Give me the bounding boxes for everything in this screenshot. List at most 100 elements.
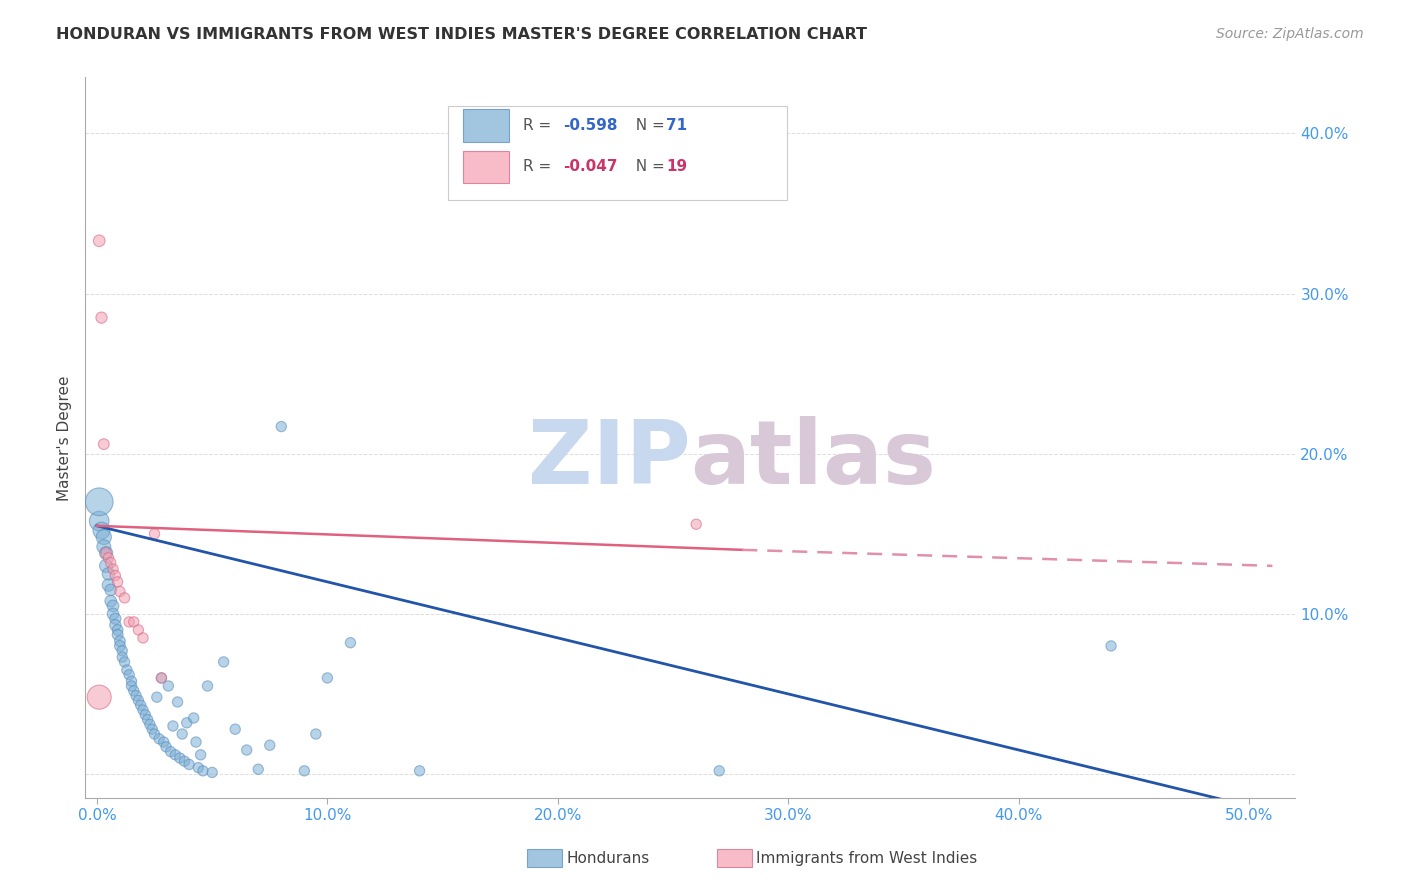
Point xyxy=(121,679,143,693)
Point xyxy=(709,764,731,778)
Text: N =: N = xyxy=(626,160,669,174)
Point xyxy=(157,679,180,693)
Point xyxy=(132,703,155,717)
Point xyxy=(150,671,173,685)
Point xyxy=(104,568,127,582)
Text: HONDURAN VS IMMIGRANTS FROM WEST INDIES MASTER'S DEGREE CORRELATION CHART: HONDURAN VS IMMIGRANTS FROM WEST INDIES … xyxy=(56,27,868,42)
Point xyxy=(114,591,136,605)
Point xyxy=(169,751,191,765)
Point xyxy=(90,310,112,325)
Text: -0.047: -0.047 xyxy=(564,160,617,174)
Point xyxy=(159,745,181,759)
Point xyxy=(224,722,246,736)
Point xyxy=(201,765,224,780)
Point xyxy=(162,719,184,733)
Point xyxy=(187,761,209,775)
Point xyxy=(108,584,131,599)
Text: Source: ZipAtlas.com: Source: ZipAtlas.com xyxy=(1216,27,1364,41)
Point xyxy=(176,715,198,730)
Point xyxy=(89,234,111,248)
Text: R =: R = xyxy=(523,118,557,133)
Point xyxy=(94,558,117,573)
Point xyxy=(127,693,149,707)
Point xyxy=(134,707,156,722)
Text: R =: R = xyxy=(523,160,557,174)
Point xyxy=(104,618,127,632)
Point xyxy=(685,517,707,532)
Point xyxy=(89,495,111,509)
Point xyxy=(270,419,292,434)
Point xyxy=(111,650,134,665)
Point xyxy=(165,747,187,762)
Point xyxy=(101,562,124,576)
Point xyxy=(292,764,315,778)
Point xyxy=(143,727,166,741)
Point xyxy=(93,530,115,544)
Point xyxy=(191,764,214,778)
Text: Hondurans: Hondurans xyxy=(567,851,650,865)
Point xyxy=(132,631,155,645)
Text: Immigrants from West Indies: Immigrants from West Indies xyxy=(756,851,977,865)
Point xyxy=(408,764,430,778)
Point xyxy=(155,739,177,754)
Text: ZIP: ZIP xyxy=(527,416,690,503)
Point xyxy=(121,674,143,689)
Point xyxy=(125,689,148,703)
Point xyxy=(148,731,170,746)
Point xyxy=(197,679,219,693)
Point xyxy=(247,762,270,776)
Point xyxy=(104,612,127,626)
Point xyxy=(108,639,131,653)
Point xyxy=(107,628,129,642)
Point xyxy=(177,757,200,772)
Point xyxy=(100,582,122,597)
Point xyxy=(118,615,141,629)
Point xyxy=(184,735,207,749)
Text: N =: N = xyxy=(626,118,669,133)
Point xyxy=(107,574,129,589)
Point xyxy=(97,550,120,565)
Point xyxy=(259,738,281,752)
Point xyxy=(97,578,120,592)
Point xyxy=(136,713,159,727)
Point xyxy=(94,546,117,560)
Point xyxy=(89,690,111,705)
Point xyxy=(339,636,361,650)
Point xyxy=(111,644,134,658)
Point xyxy=(172,727,194,741)
Point xyxy=(97,566,120,581)
Point xyxy=(122,683,145,698)
Point xyxy=(94,546,117,560)
FancyBboxPatch shape xyxy=(463,151,509,183)
Point xyxy=(100,556,122,570)
Point xyxy=(152,735,174,749)
Text: 71: 71 xyxy=(666,118,688,133)
Point xyxy=(127,623,149,637)
Point xyxy=(89,514,111,528)
Point xyxy=(107,623,129,637)
Point xyxy=(93,437,115,451)
Point xyxy=(118,667,141,681)
Point xyxy=(150,671,173,685)
Point xyxy=(129,698,152,713)
Point xyxy=(93,540,115,554)
Point xyxy=(305,727,328,741)
Y-axis label: Master's Degree: Master's Degree xyxy=(58,375,72,500)
Point xyxy=(114,655,136,669)
Point xyxy=(100,594,122,608)
Point xyxy=(101,599,124,613)
Point xyxy=(235,743,257,757)
Point xyxy=(115,663,138,677)
Point xyxy=(122,615,145,629)
Text: -0.598: -0.598 xyxy=(564,118,617,133)
Point xyxy=(143,526,166,541)
FancyBboxPatch shape xyxy=(463,110,509,142)
Point xyxy=(1099,639,1122,653)
Text: atlas: atlas xyxy=(690,416,936,503)
FancyBboxPatch shape xyxy=(449,106,787,200)
Point xyxy=(212,655,235,669)
Point xyxy=(146,690,169,705)
Point xyxy=(183,711,205,725)
Text: 19: 19 xyxy=(666,160,688,174)
Point xyxy=(173,754,195,768)
